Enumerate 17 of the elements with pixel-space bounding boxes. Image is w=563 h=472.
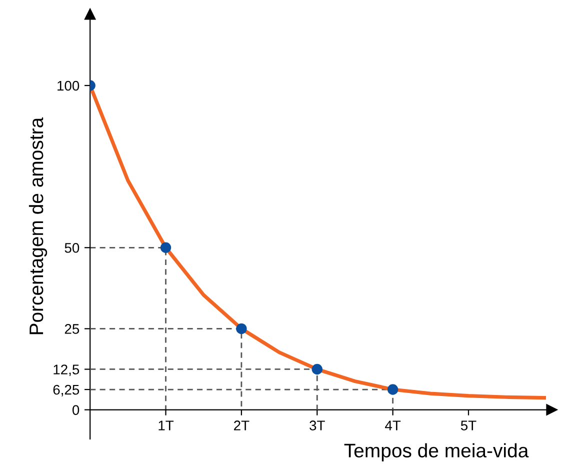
point bbox=[236, 323, 247, 334]
y-tick-label: 12,5 bbox=[54, 364, 80, 376]
point bbox=[160, 242, 172, 253]
y-axis-title: Porcentagem de amostra bbox=[28, 117, 48, 334]
y-tick-label: 100 bbox=[58, 80, 80, 91]
x-tick-label: 3T bbox=[310, 420, 325, 430]
x-tick-label: 4T bbox=[385, 420, 401, 430]
point bbox=[312, 364, 322, 375]
x-tick-label: 1T bbox=[158, 420, 174, 430]
y-tick-label: 25 bbox=[64, 324, 80, 334]
y-tick-label: 0 bbox=[72, 405, 80, 415]
point bbox=[387, 384, 398, 395]
x-axis-title: Tempos de meia-vida bbox=[344, 443, 529, 462]
x-tick-label: 2T bbox=[234, 420, 250, 430]
x-tick-label: 5T bbox=[460, 420, 476, 430]
y-tick-label: 50 bbox=[64, 242, 80, 253]
y-tick-label: 6,25 bbox=[53, 384, 80, 396]
